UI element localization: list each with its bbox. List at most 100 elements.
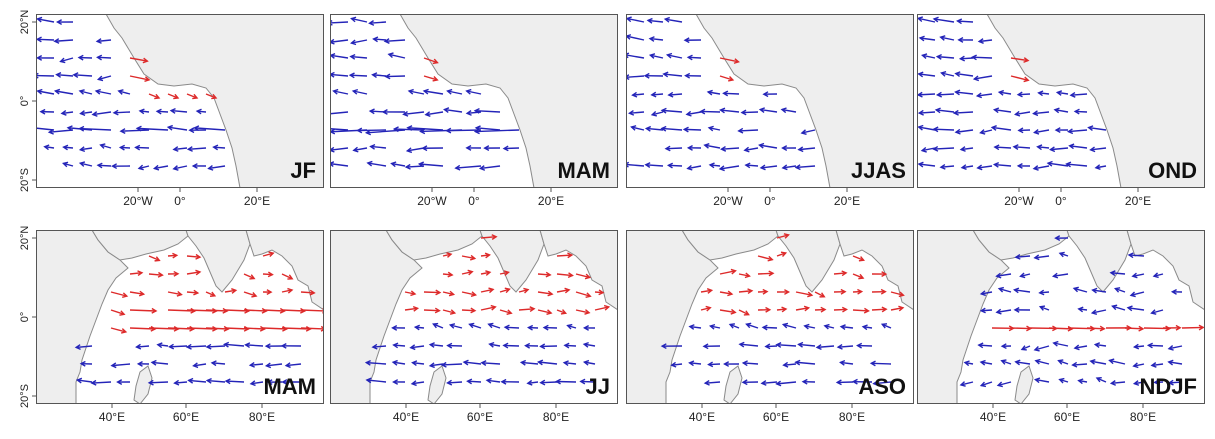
wind-vector-head [287, 274, 294, 280]
wind-vector [1169, 381, 1183, 384]
latitude-tick-label: 20°N [19, 10, 31, 35]
wind-vector [996, 273, 1012, 277]
wind-vector [110, 309, 125, 315]
wind-vector-head [820, 306, 827, 313]
wind-vector-head [47, 128, 54, 135]
wind-vector [79, 90, 93, 95]
wind-vector-head [1054, 127, 1061, 133]
wind-vector-head [960, 164, 967, 170]
wind-vector [960, 57, 974, 60]
wind-vector-head [469, 254, 477, 261]
wind-vector [353, 147, 368, 152]
wind-vector-head [504, 287, 511, 294]
wind-vector [704, 144, 721, 149]
wind-vector [1001, 360, 1012, 365]
wind-vector-head [781, 164, 788, 171]
wind-vector-head [172, 165, 179, 171]
wind-vector [120, 146, 131, 149]
wind-vector-head [977, 38, 984, 44]
wind-vector-head [546, 309, 553, 315]
wind-vector [1086, 327, 1105, 330]
wind-vector [97, 164, 112, 167]
wind-vector-head [77, 54, 84, 61]
wind-vector-head [150, 359, 157, 366]
wind-vector [918, 126, 936, 131]
wind-vector-head [1071, 361, 1078, 368]
wind-vector [1015, 111, 1031, 116]
wind-vector-head [1013, 306, 1020, 313]
wind-vector [366, 361, 387, 365]
wind-vector [138, 165, 150, 170]
wind-vector [330, 128, 349, 131]
wind-vector-head [356, 127, 363, 134]
wind-vector-head [920, 146, 927, 153]
wind-vector [1040, 306, 1050, 311]
wind-vector [450, 324, 463, 329]
wind-vector-head [582, 325, 590, 331]
wind-vector [455, 165, 482, 169]
wind-vector-head [36, 88, 43, 95]
wind-vector-head [366, 160, 373, 167]
wind-vector-head [1089, 359, 1096, 365]
wind-vector-head [708, 162, 715, 169]
wind-vector [407, 127, 444, 131]
longitude-tick-label: 20°E [834, 194, 860, 208]
wind-vector-head [62, 144, 69, 151]
wind-vector-head [758, 142, 765, 149]
wind-vector [100, 144, 112, 149]
wind-vector-head [136, 360, 143, 367]
wind-vector [631, 126, 645, 131]
wind-vector [391, 162, 406, 167]
wind-vector [480, 271, 491, 275]
wind-vector-head [880, 323, 888, 329]
wind-vector [689, 362, 702, 365]
wind-vector-head [248, 361, 255, 368]
wind-vector-head [249, 380, 256, 387]
wind-vector [977, 93, 993, 97]
wind-vector [467, 380, 482, 383]
wind-vector [1168, 361, 1183, 365]
map-panel: MAM 20°W 0° 20°E [330, 14, 618, 208]
longitude-tick-label: 80°E [249, 410, 275, 424]
wind-vector [1095, 343, 1107, 347]
wind-vector [738, 309, 749, 316]
wind-vector-head [1014, 253, 1021, 260]
wind-vector [795, 291, 813, 296]
wind-vector-head [368, 108, 375, 115]
wind-vector-head [487, 322, 494, 329]
wind-vector-head [554, 378, 562, 385]
wind-vector [798, 343, 816, 347]
wind-vector [37, 18, 55, 23]
wind-vector-head [173, 270, 180, 277]
wind-vector-head [59, 57, 66, 64]
wind-vector [757, 255, 773, 261]
wind-vector-head [189, 325, 196, 332]
wind-vector-head [1032, 165, 1039, 171]
wind-vector [1053, 342, 1069, 347]
wind-vector-head [212, 144, 219, 151]
wind-vector-head [448, 323, 456, 329]
wind-vector [211, 362, 226, 365]
wind-vector-head [643, 72, 650, 79]
wind-vector [760, 165, 778, 169]
wind-vector-head [745, 322, 752, 329]
wind-vector [1010, 327, 1031, 330]
wind-vector-head [154, 93, 161, 100]
wind-vector [537, 291, 553, 295]
wind-vector [151, 361, 169, 365]
wind-vector-head [1170, 288, 1177, 295]
wind-vector [1034, 129, 1050, 134]
wind-vector [719, 291, 733, 295]
wind-vector [404, 307, 418, 311]
wind-vector [961, 147, 974, 151]
wind-vector [406, 165, 425, 168]
wind-vector [841, 325, 854, 329]
wind-vector [700, 307, 711, 311]
wind-vector-head [1089, 146, 1096, 153]
wind-vector-head [797, 146, 804, 153]
wind-vector [136, 345, 150, 348]
wind-vector-head [733, 58, 740, 64]
wind-vector-head [707, 125, 714, 132]
wind-vector [1035, 378, 1050, 383]
wind-vector [1010, 75, 1029, 81]
